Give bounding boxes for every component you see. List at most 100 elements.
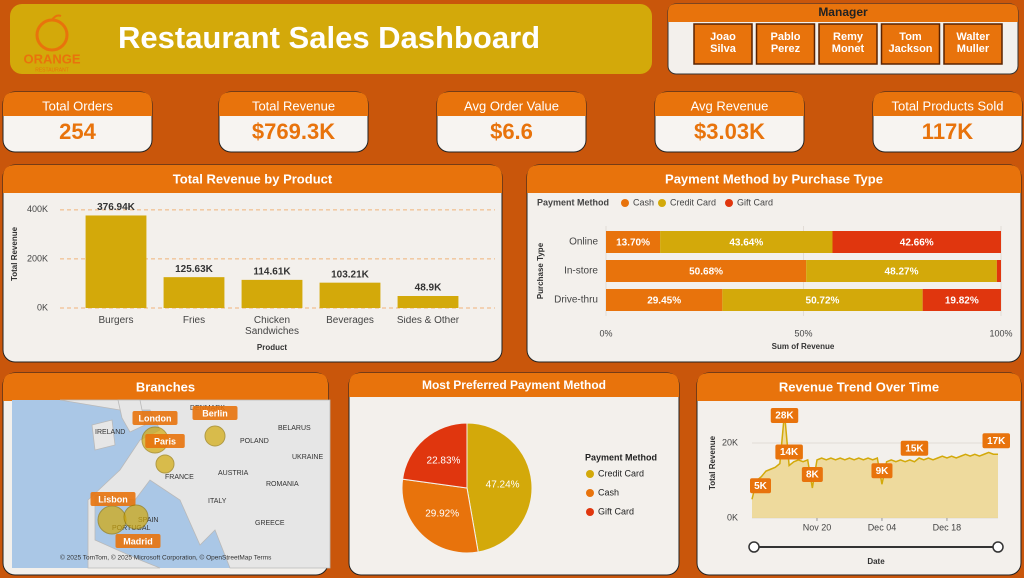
panel-title: Revenue Trend Over Time	[779, 379, 939, 394]
manager-button	[755, 23, 816, 65]
y-tick-label: 0K	[727, 512, 738, 522]
bar-segment	[996, 260, 1001, 282]
country-label: FRANCE	[165, 474, 194, 481]
value-label: 47.24%	[486, 480, 520, 491]
country-label: ROMANIA	[266, 481, 299, 488]
map-attribution: © 2025 TomTom, © 2025 Microsoft Corporat…	[60, 554, 272, 562]
x-tick-label: Beverages	[326, 316, 374, 326]
panel-header	[349, 373, 679, 397]
bar	[241, 279, 303, 308]
logo-subtext: RESTAURANT	[35, 67, 69, 73]
branch-label: Berlin	[202, 408, 228, 418]
panel-title: Most Preferred Payment Method	[422, 378, 606, 392]
x-axis-label: Sum of Revenue	[772, 342, 835, 351]
manager-button	[880, 23, 941, 65]
panel-header	[3, 373, 328, 401]
x-tick-label-box: Beverages	[326, 316, 374, 326]
x-tick-label: Sides & Other	[396, 316, 460, 326]
value-label: 50.68%	[689, 267, 723, 278]
kpi-label: Total Products Sold	[891, 98, 1003, 113]
bar-segment	[806, 260, 997, 282]
x-tick-label: Dec 04	[868, 522, 897, 532]
legend-swatch	[621, 199, 629, 207]
dashboard-title: Restaurant Sales Dashboard	[118, 20, 540, 55]
value-label: 8K	[806, 470, 820, 481]
logo-text: ORANGE	[23, 51, 80, 66]
x-tick-label: Nov 20	[803, 522, 832, 532]
bar-segment	[660, 231, 833, 253]
legend-title: Payment Method	[537, 197, 609, 207]
bar-segment	[832, 231, 1001, 253]
bar	[319, 282, 381, 308]
pie-slice	[401, 478, 479, 554]
value-label: 43.64%	[729, 238, 763, 249]
country-label: BELARUS	[278, 425, 311, 432]
x-tick-label: Fries	[182, 316, 206, 326]
x-tick-label: 100%	[989, 328, 1012, 338]
branch-bubble	[97, 505, 127, 535]
legend-swatch	[586, 470, 594, 478]
value-label: 13.70%	[616, 238, 650, 249]
kpi-label: Avg Order Value	[464, 98, 559, 113]
legend-label: Gift Card	[598, 506, 634, 516]
branch-label: Lisbon	[98, 494, 128, 504]
branch-label-box	[132, 411, 178, 425]
manager-name: Tom Jackson	[888, 31, 933, 55]
branch-label: Paris	[154, 436, 176, 446]
y-tick-label: Online	[569, 237, 598, 248]
kpi-header	[873, 92, 1022, 116]
legend-label: Credit Card	[598, 468, 644, 478]
x-tick-label-box: Sides & Other	[396, 316, 460, 326]
bar	[85, 215, 147, 308]
value-label: 29.92%	[425, 508, 459, 519]
line	[751, 412, 998, 500]
pie-slice	[402, 422, 468, 489]
x-tick-label-box: Burgers	[98, 316, 133, 326]
kpi-value: $3.03K	[694, 119, 765, 144]
branch-label: Madrid	[123, 536, 153, 546]
value-label: 19.82%	[945, 296, 979, 307]
kpi-label: Total Orders	[42, 98, 113, 113]
bar-segment	[606, 231, 661, 253]
kpi-header	[219, 92, 368, 116]
manager-button	[818, 23, 878, 65]
manager-name: Walter Muller	[956, 31, 990, 55]
branch-label-box	[90, 492, 136, 506]
branch-bubble	[204, 425, 226, 447]
pie-slice	[466, 422, 533, 553]
branch-label-box	[192, 406, 238, 420]
branch-bubble	[155, 454, 175, 474]
manager-title: Manager	[818, 5, 868, 19]
legend-label: Credit Card	[670, 197, 716, 207]
value-label: 114.61K	[253, 267, 291, 278]
manager-name-box: Remy Monet	[832, 32, 864, 55]
kpi-value: $6.6	[490, 119, 533, 144]
y-tick-label: 0K	[37, 302, 48, 312]
kpi-label: Total Revenue	[252, 98, 335, 113]
value-label: 42.66%	[900, 238, 934, 249]
slider-handle	[992, 541, 1004, 553]
kpi-header	[437, 92, 586, 116]
data-label-box	[801, 467, 823, 482]
manager-name-box: Walter Muller	[956, 31, 990, 55]
x-tick-label-box: Chicken Sandwiches	[245, 316, 299, 337]
value-label: 48.27%	[885, 267, 919, 278]
kpi-label: Avg Revenue	[691, 98, 769, 113]
data-label-box	[770, 408, 799, 423]
country-label: UKRAINE	[292, 454, 323, 461]
value-label: 15K	[905, 443, 924, 454]
legend-label: Cash	[598, 487, 619, 497]
value-label: 28K	[775, 411, 794, 422]
panel-header	[697, 373, 1021, 401]
y-axis-label: Total Revenue	[10, 226, 19, 281]
y-axis-label: Purchase Type	[536, 242, 545, 299]
legend-swatch	[586, 508, 594, 516]
x-tick-label: Chicken Sandwiches	[245, 316, 299, 337]
value-label: 376.94K	[97, 202, 136, 213]
value-label: 9K	[876, 466, 890, 477]
country-label: AUSTRIA	[218, 470, 249, 477]
data-label-box	[775, 444, 803, 460]
panel-title: Total Revenue by Product	[173, 171, 333, 186]
bar-segment	[722, 289, 923, 311]
